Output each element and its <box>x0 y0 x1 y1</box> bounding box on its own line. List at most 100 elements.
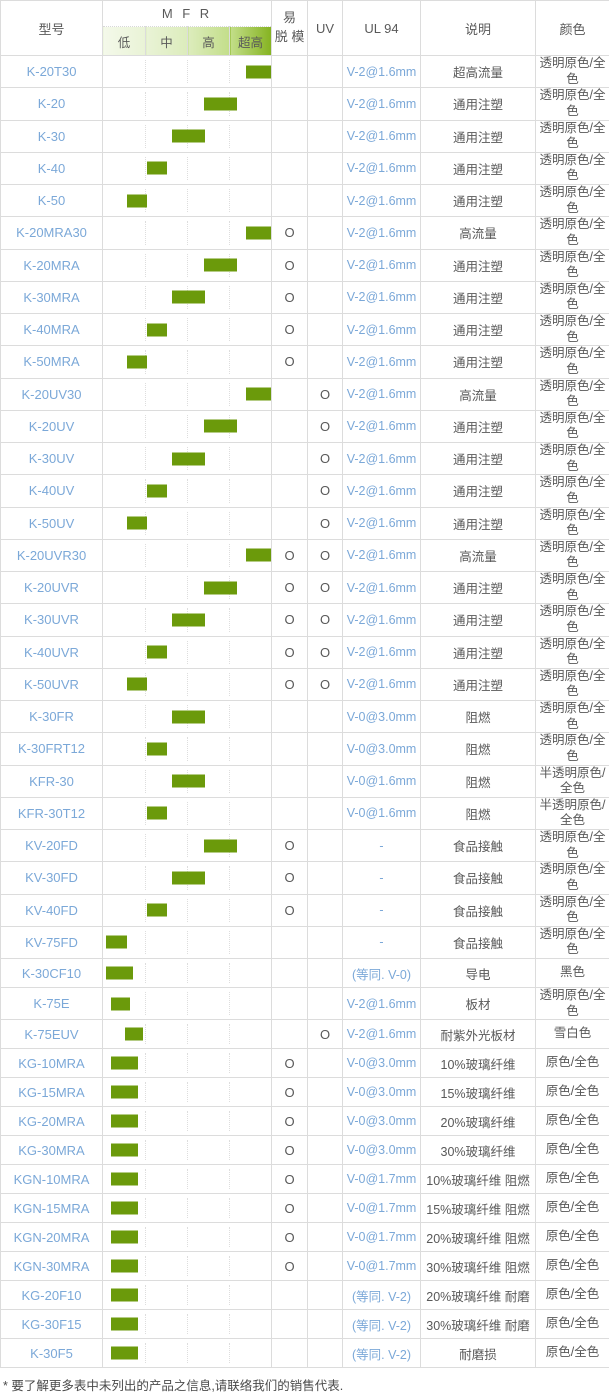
cell-mfr-bar <box>103 56 272 88</box>
cell-model[interactable]: K-50MRA <box>1 346 103 378</box>
cell-demould-mark <box>272 475 308 507</box>
cell-model[interactable]: KG-20MRA <box>1 1107 103 1136</box>
cell-demould-mark <box>272 410 308 442</box>
cell-mfr-bar <box>103 88 272 120</box>
cell-model[interactable]: K-30UV <box>1 443 103 475</box>
cell-model[interactable]: K-40MRA <box>1 314 103 346</box>
cell-model[interactable]: KG-30F15 <box>1 1310 103 1339</box>
mfr-divider <box>229 770 230 793</box>
cell-model[interactable]: KG-10MRA <box>1 1049 103 1078</box>
cell-model[interactable]: KGN-30MRA <box>1 1252 103 1281</box>
cell-description: 通用注塑 <box>421 507 536 539</box>
cell-uv-mark <box>308 926 343 958</box>
cell-demould-mark: O <box>272 217 308 249</box>
cell-model[interactable]: KGN-15MRA <box>1 1194 103 1223</box>
cell-color: 透明原色/全色 <box>536 185 609 217</box>
cell-mfr-bar <box>103 539 272 571</box>
cell-model[interactable]: K-50UVR <box>1 668 103 700</box>
cell-description: 食品接触 <box>421 894 536 926</box>
cell-description: 10%玻璃纤维 阻燃 <box>421 1165 536 1194</box>
mfr-divider <box>187 1314 188 1334</box>
mfr-bar <box>246 226 271 239</box>
mfr-divider <box>229 479 230 502</box>
cell-description: 导电 <box>421 959 536 988</box>
cell-model[interactable]: K-20UVR30 <box>1 539 103 571</box>
cell-model[interactable]: K-40 <box>1 152 103 184</box>
mfr-divider <box>229 1140 230 1160</box>
cell-model[interactable]: KG-30MRA <box>1 1136 103 1165</box>
cell-model[interactable]: K-20UV <box>1 410 103 442</box>
cell-model[interactable]: K-30CF10 <box>1 959 103 988</box>
cell-uv-mark: O <box>308 443 343 475</box>
cell-model[interactable]: K-30FRT12 <box>1 733 103 765</box>
mfr-divider <box>145 1343 146 1363</box>
cell-mfr-bar <box>103 1223 272 1252</box>
cell-color: 透明原色/全色 <box>536 636 609 668</box>
mfr-divider <box>145 834 146 857</box>
cell-mfr-bar <box>103 249 272 281</box>
mfr-track <box>103 1165 271 1193</box>
mfr-track <box>103 379 271 410</box>
cell-model[interactable]: K-20T30 <box>1 56 103 88</box>
cell-model[interactable]: KGN-20MRA <box>1 1223 103 1252</box>
mfr-track <box>103 1020 271 1048</box>
cell-model[interactable]: KFR-30T12 <box>1 797 103 829</box>
cell-model[interactable]: KV-30FD <box>1 862 103 894</box>
mfr-bar <box>246 65 271 78</box>
cell-model[interactable]: K-20UVR <box>1 572 103 604</box>
cell-model[interactable]: K-75EUV <box>1 1020 103 1049</box>
cell-model[interactable]: K-20UV30 <box>1 378 103 410</box>
mfr-bar <box>147 807 167 820</box>
mfr-divider <box>187 899 188 922</box>
cell-model[interactable]: K-75E <box>1 988 103 1020</box>
cell-model[interactable]: K-30FR <box>1 701 103 733</box>
cell-model[interactable]: K-20MRA <box>1 249 103 281</box>
cell-model[interactable]: K-40UV <box>1 475 103 507</box>
mfr-divider <box>145 1198 146 1218</box>
cell-mfr-bar <box>103 217 272 249</box>
cell-model[interactable]: K-30 <box>1 120 103 152</box>
cell-demould-mark: O <box>272 539 308 571</box>
cell-model[interactable]: KV-40FD <box>1 894 103 926</box>
cell-model[interactable]: KV-20FD <box>1 830 103 862</box>
mfr-bar <box>246 549 271 562</box>
mfr-divider <box>145 1285 146 1305</box>
mfr-divider <box>229 447 230 470</box>
cell-model[interactable]: KG-20F10 <box>1 1281 103 1310</box>
mfr-divider <box>187 479 188 502</box>
mfr-divider <box>187 1053 188 1073</box>
cell-uv-mark: O <box>308 507 343 539</box>
cell-demould-mark: O <box>272 1223 308 1252</box>
cell-mfr-bar <box>103 378 272 410</box>
mfr-bar <box>147 484 167 497</box>
cell-model[interactable]: KG-15MRA <box>1 1078 103 1107</box>
cell-ul94: V-2@1.6mm <box>343 668 421 700</box>
cell-model[interactable]: K-30UVR <box>1 604 103 636</box>
mfr-divider <box>229 125 230 148</box>
cell-model[interactable]: K-30MRA <box>1 281 103 313</box>
cell-uv-mark: O <box>308 539 343 571</box>
cell-model[interactable]: K-40UVR <box>1 636 103 668</box>
cell-model[interactable]: K-50 <box>1 185 103 217</box>
mfr-divider <box>229 383 230 406</box>
mfr-divider <box>187 383 188 406</box>
cell-model[interactable]: KFR-30 <box>1 765 103 797</box>
cell-model[interactable]: K-20 <box>1 88 103 120</box>
cell-model[interactable]: KV-75FD <box>1 926 103 958</box>
cell-model[interactable]: K-30F5 <box>1 1339 103 1368</box>
cell-description: 30%玻璃纤维 <box>421 1136 536 1165</box>
cell-model[interactable]: K-20MRA30 <box>1 217 103 249</box>
cell-model[interactable]: KGN-10MRA <box>1 1165 103 1194</box>
cell-description: 通用注塑 <box>421 152 536 184</box>
cell-model[interactable]: K-50UV <box>1 507 103 539</box>
cell-mfr-bar <box>103 830 272 862</box>
mfr-track <box>103 1339 271 1367</box>
